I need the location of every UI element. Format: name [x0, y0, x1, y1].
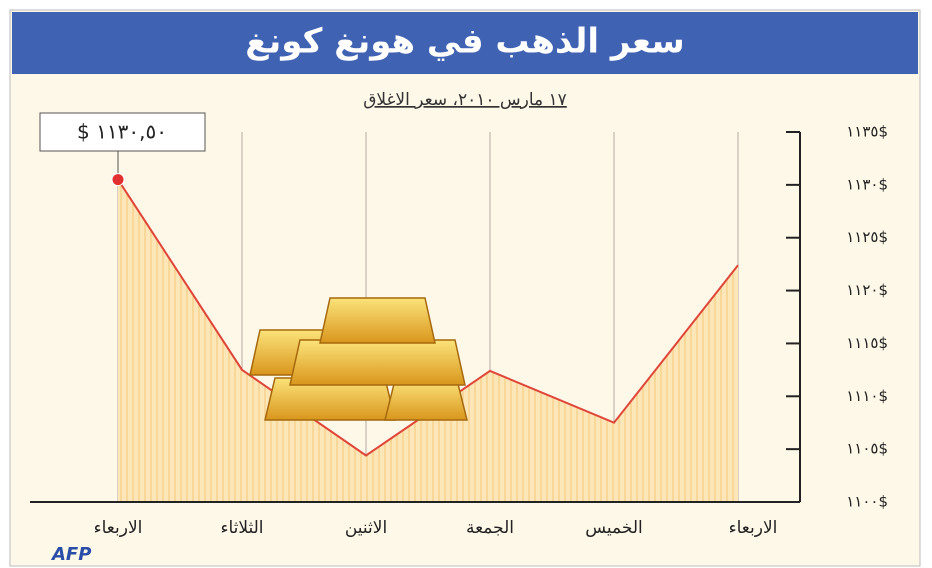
- y-tick-label: ١١٠٠$: [846, 493, 888, 511]
- y-tick-label: ١١٢٠$: [846, 281, 888, 299]
- chart-title: سعر الذهب في هونغ كونغ: [245, 22, 684, 62]
- x-tick-label: الجمعة: [466, 518, 514, 538]
- y-tick-label: ١١١٥$: [846, 334, 888, 352]
- y-tick-label: ١١٠٥$: [846, 440, 888, 458]
- x-tick-label: الخميس: [585, 518, 643, 538]
- chart: سعر الذهب في هونغ كونغ ١٧ مارس ٢٠١٠، سعر…: [0, 0, 932, 568]
- x-tick-label: الاربعاء: [729, 518, 778, 538]
- chart-subtitle: ١٧ مارس ٢٠١٠، سعر الاغلاق: [363, 90, 567, 110]
- y-tick-label: ١١١٠$: [846, 387, 888, 405]
- x-tick-label: الثلاثاء: [220, 518, 263, 538]
- y-tick-label: ١١٣٥$: [846, 123, 888, 141]
- y-tick-label: ١١٢٥$: [846, 228, 888, 246]
- x-tick-label: الاربعاء: [94, 518, 143, 538]
- gold-bar: [320, 298, 435, 343]
- credit: AFP: [50, 544, 91, 565]
- gold-bar: [290, 340, 465, 385]
- gold-bar: [385, 380, 467, 420]
- point-marker: [112, 174, 124, 186]
- y-tick-label: ١١٣٠$: [846, 175, 888, 193]
- x-tick-label: الاثنين: [345, 518, 387, 538]
- data-label: $ ١١٣٠,٥٠: [77, 120, 167, 144]
